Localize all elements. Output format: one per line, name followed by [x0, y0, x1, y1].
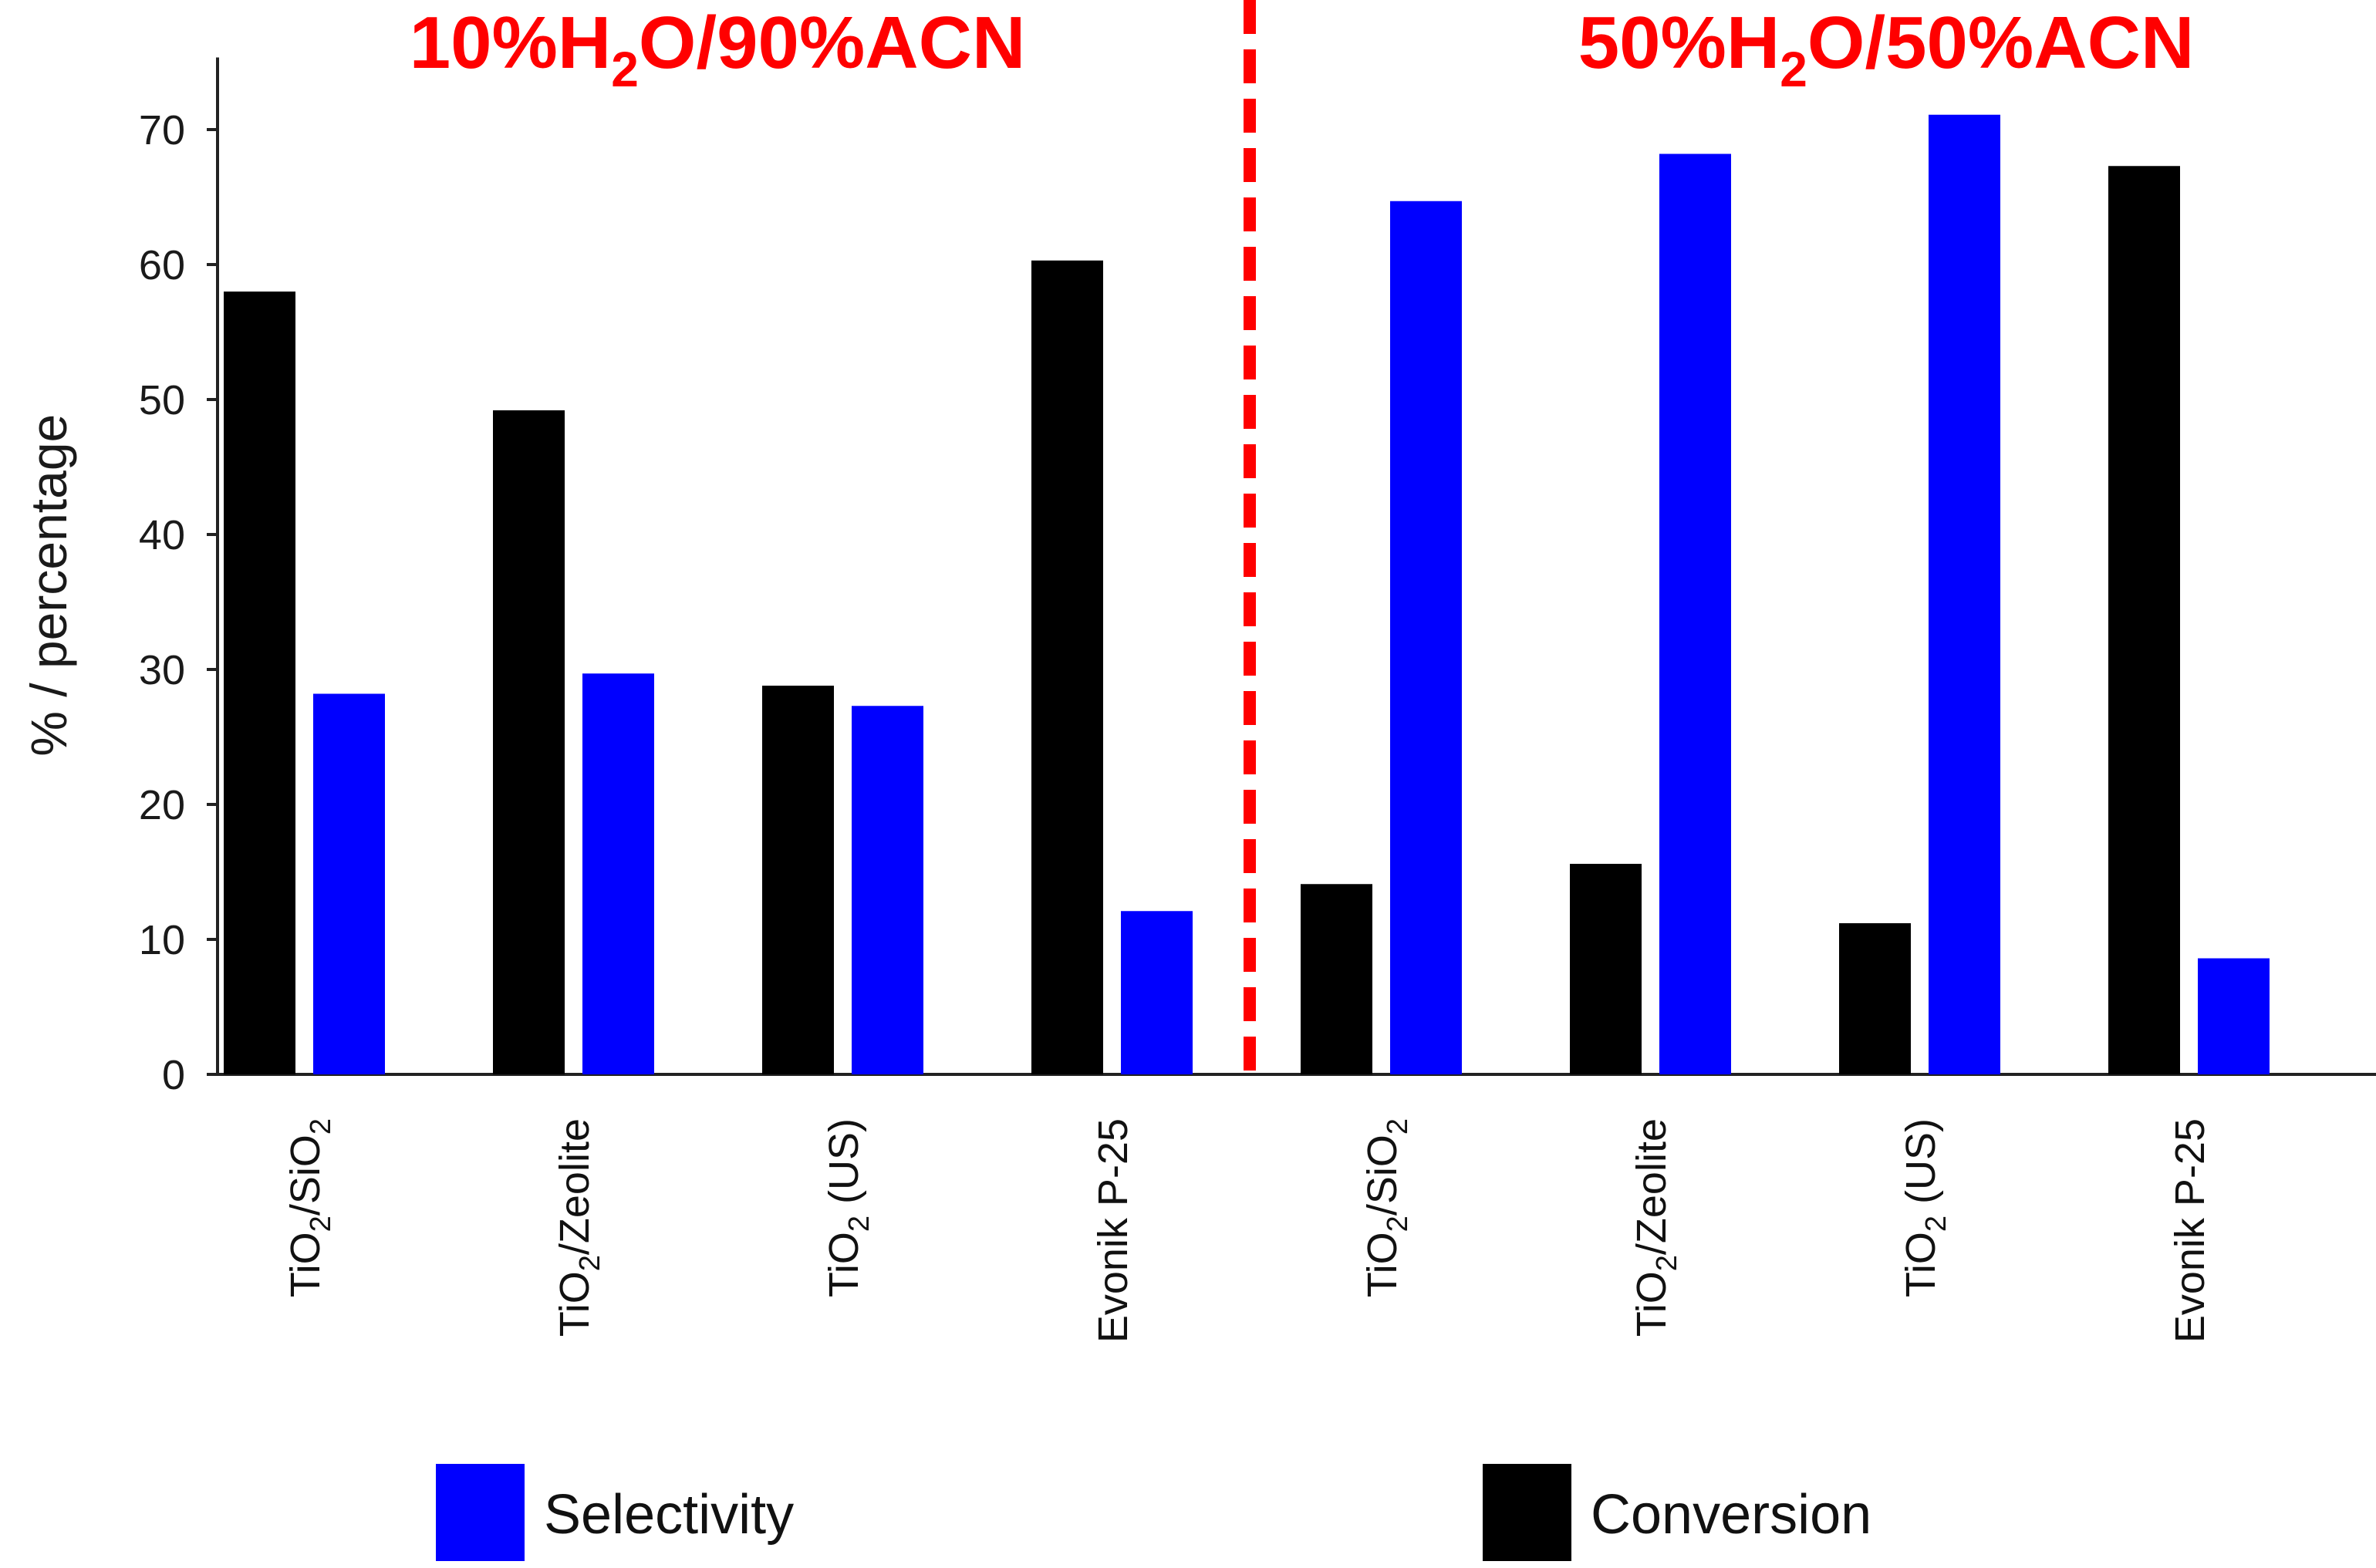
- bar-selectivity: [313, 693, 385, 1074]
- y-tick-label: 50: [139, 377, 185, 423]
- y-tick-label: 10: [139, 917, 185, 963]
- legend-swatch: [1483, 1464, 1571, 1561]
- category-label: Evonik P-25: [2167, 1118, 2213, 1343]
- bar-conversion: [1301, 884, 1372, 1074]
- bar-selectivity: [852, 706, 923, 1074]
- legend-label: Conversion: [1591, 1484, 1871, 1546]
- bar-conversion: [493, 410, 565, 1074]
- bar-selectivity: [1121, 911, 1193, 1074]
- bar-conversion: [1031, 260, 1103, 1074]
- bar-conversion: [224, 292, 295, 1074]
- category-label: TiO2 (US): [821, 1118, 876, 1297]
- category-label: TiO2/SiO2: [1359, 1118, 1414, 1297]
- y-tick-label: 0: [162, 1052, 185, 1098]
- category-label: TiO2 (US): [1898, 1118, 1952, 1297]
- bar-conversion: [1570, 864, 1642, 1074]
- bar-selectivity: [2198, 958, 2270, 1074]
- legend-swatch: [436, 1464, 525, 1561]
- bar-conversion: [1839, 923, 1911, 1074]
- legend-label: Selectivity: [544, 1484, 794, 1546]
- bar-selectivity: [1929, 114, 2000, 1074]
- category-label: TiO2/Zeolite: [1628, 1118, 1683, 1337]
- panel-title: 10%H2O/90%ACN: [410, 2, 1026, 97]
- category-label: Evonik P-25: [1090, 1118, 1136, 1343]
- panel-titles: 10%H2O/90%ACN 50%H2O/50%ACN: [410, 2, 2195, 97]
- y-tick-label: 60: [139, 242, 185, 288]
- axes: 0 10 20 30 40 50 60 70 % / percentage: [20, 57, 2376, 1098]
- bars: [224, 0, 2270, 1074]
- y-axis-title: % / percentage: [20, 414, 77, 757]
- category-label: TiO2/SiO2: [282, 1118, 337, 1297]
- category-labels: TiO2/SiO2 TiO2/Zeolite TiO2 (US) Evonik P-2…: [282, 1118, 2213, 1343]
- y-tick-label: 40: [139, 512, 185, 558]
- bar-selectivity: [1390, 201, 1462, 1074]
- y-tick-label: 70: [139, 107, 185, 153]
- bar-selectivity: [1659, 153, 1731, 1074]
- y-tick-label: 20: [139, 782, 185, 828]
- bar-conversion: [762, 686, 834, 1074]
- category-label: TiO2/Zeolite: [552, 1118, 606, 1337]
- y-tick-label: 30: [139, 647, 185, 693]
- legend: Selectivity Conversion: [436, 1464, 1871, 1561]
- bar-selectivity: [582, 673, 654, 1074]
- panel-title: 50%H2O/50%ACN: [1578, 2, 2195, 97]
- bar-conversion: [2108, 166, 2180, 1074]
